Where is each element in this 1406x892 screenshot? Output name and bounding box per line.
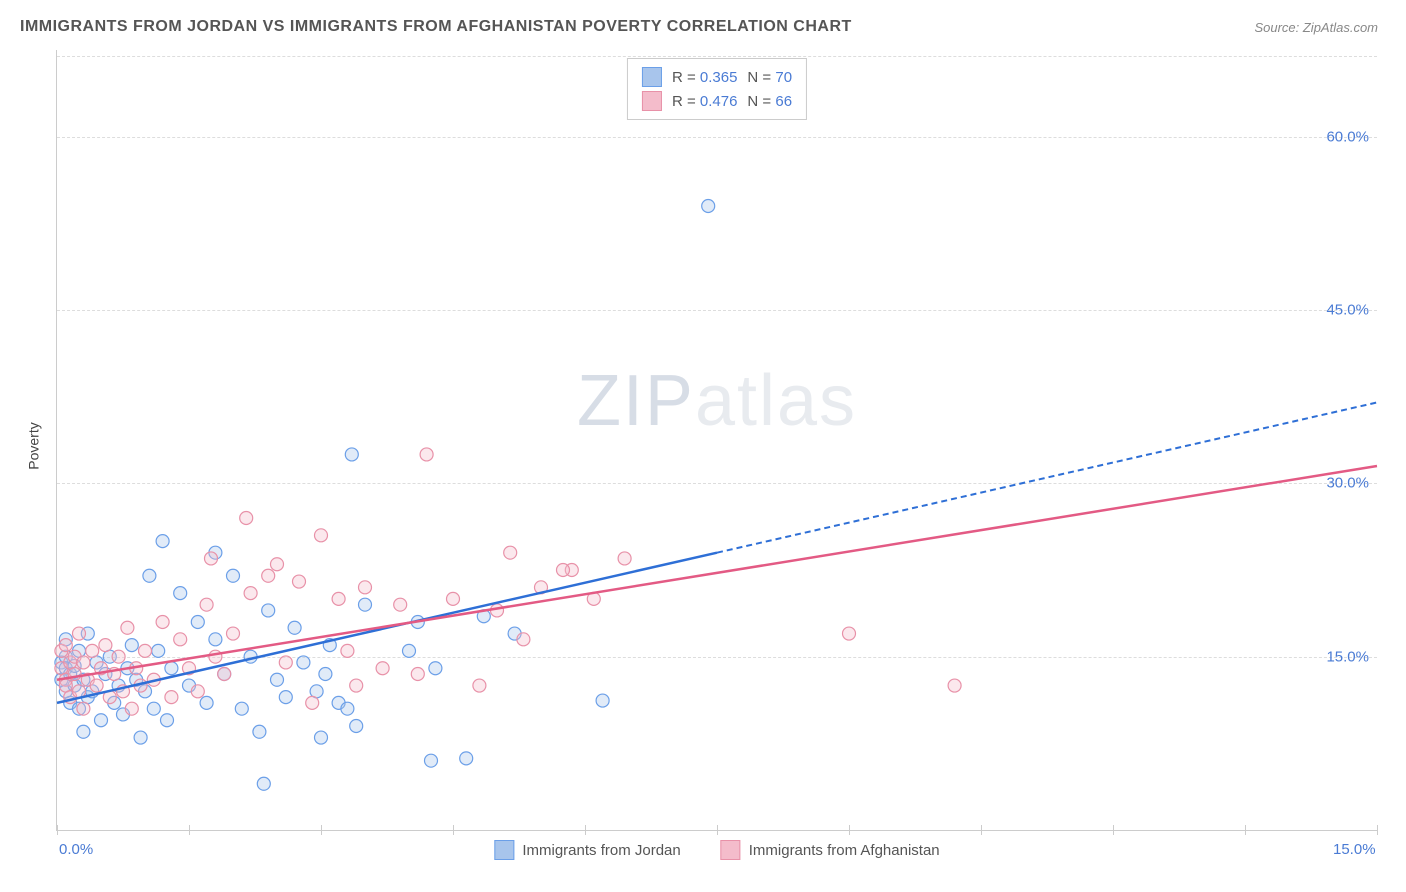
series-name: Immigrants from Jordan (522, 842, 680, 859)
x-tick-label: 0.0% (59, 841, 93, 858)
chart-container: IMMIGRANTS FROM JORDAN VS IMMIGRANTS FRO… (0, 0, 1406, 892)
series-swatch (642, 91, 662, 111)
chart-svg (57, 50, 1377, 830)
legend-item: Immigrants from Jordan (494, 840, 680, 860)
stats-legend: R = 0.365 N = 70 R = 0.476 N = 66 (627, 58, 807, 120)
y-tick-label: 60.0% (1326, 128, 1369, 145)
y-axis-label: Poverty (26, 422, 42, 469)
series-swatch (642, 67, 662, 87)
y-tick-label: 15.0% (1326, 648, 1369, 665)
series-swatch (721, 840, 741, 860)
y-tick-label: 45.0% (1326, 302, 1369, 319)
series-swatch (494, 840, 514, 860)
series-name: Immigrants from Afghanistan (749, 842, 940, 859)
legend-item: Immigrants from Afghanistan (721, 840, 940, 860)
chart-title: IMMIGRANTS FROM JORDAN VS IMMIGRANTS FRO… (20, 18, 852, 36)
stats-row: R = 0.365 N = 70 (642, 65, 792, 89)
series-legend: Immigrants from Jordan Immigrants from A… (494, 840, 939, 860)
plot-area: ZIPatlas R = 0.365 N = 70 R = 0.476 N = … (56, 50, 1377, 831)
source-attribution: Source: ZipAtlas.com (1254, 20, 1378, 35)
stats-row: R = 0.476 N = 66 (642, 89, 792, 113)
x-tick-label: 15.0% (1333, 841, 1376, 858)
y-tick-label: 30.0% (1326, 475, 1369, 492)
